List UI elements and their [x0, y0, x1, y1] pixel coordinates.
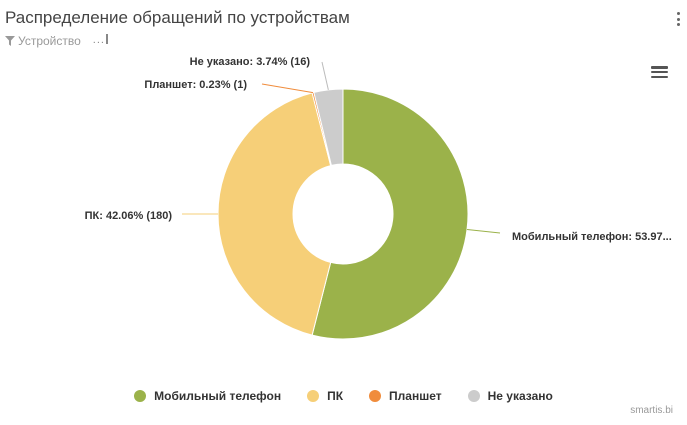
donut-slice[interactable]: [311, 88, 469, 340]
donut-slice[interactable]: [313, 88, 344, 166]
chart-legend: Мобильный телефон ПК Планшет Не указано: [0, 386, 687, 406]
legend-item[interactable]: Мобильный телефон: [134, 389, 281, 403]
kebab-menu-icon[interactable]: [675, 12, 681, 26]
legend-label: Мобильный телефон: [154, 389, 282, 403]
legend-item[interactable]: Не указано: [467, 389, 553, 403]
legend-label: Планшет: [389, 389, 442, 403]
legend-item[interactable]: Планшет: [369, 389, 442, 403]
legend-label: ПК: [327, 389, 344, 403]
legend-label: Не указано: [487, 389, 553, 403]
filter-label: Устройство: [18, 34, 81, 48]
donut-slice[interactable]: [217, 92, 332, 336]
legend-swatch: [307, 390, 320, 402]
filter-indicator[interactable]: Устройство ...: [5, 34, 108, 48]
donut-chart: Мобильный телефон: 53.97... ПК: 42.06% (1…: [85, 56, 672, 340]
data-label: Не указано: 3.74% (16): [190, 56, 311, 68]
data-label: Мобильный телефон: 53.97...: [512, 231, 672, 243]
legend-swatch: [467, 390, 480, 402]
data-label-connector: [261, 83, 314, 94]
hamburger-menu-icon[interactable]: [651, 66, 668, 78]
chart-title: Распределение обращений по устройствам: [5, 8, 350, 27]
credit-text: smartis.bi: [630, 405, 673, 416]
legend-swatch: [369, 390, 382, 402]
legend-swatch: [134, 390, 147, 402]
filter-more[interactable]: ...: [93, 34, 108, 46]
funnel-icon: [5, 36, 15, 46]
data-label-connector: [466, 229, 501, 234]
data-label: ПК: 42.06% (180): [85, 210, 173, 222]
data-label: Планшет: 0.23% (1): [144, 79, 247, 91]
legend-item[interactable]: ПК: [307, 389, 343, 403]
data-label-connector: [321, 61, 329, 90]
